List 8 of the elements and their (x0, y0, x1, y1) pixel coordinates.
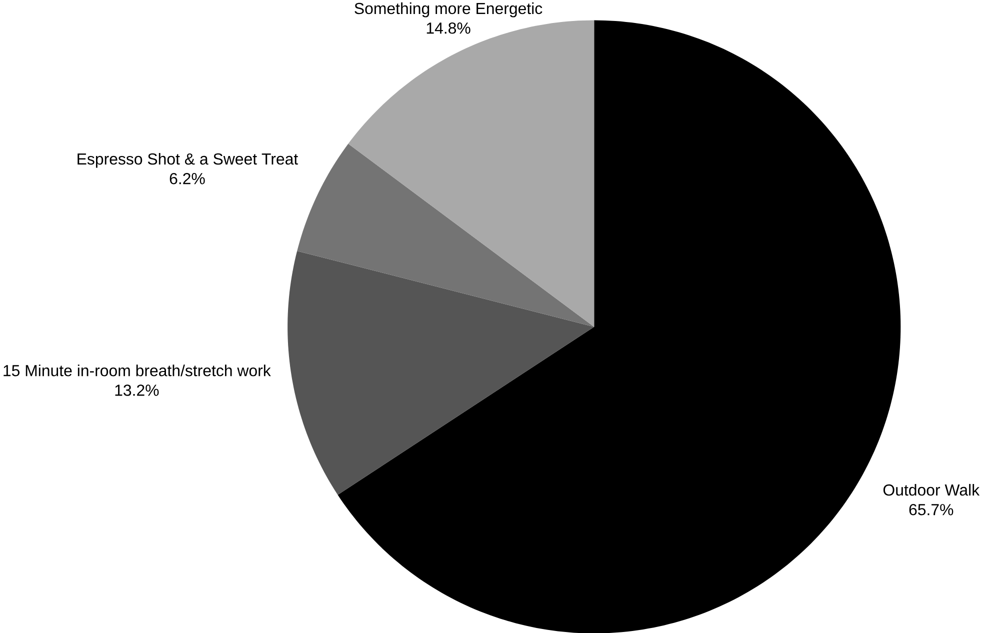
slice-label: Espresso Shot & a Sweet Treat (78, 152, 298, 168)
data-label: 13.2% (115, 384, 159, 396)
slice-label: 15 Minute in-room breath/stretch work (4, 364, 271, 376)
data-label: 65.7% (909, 504, 954, 516)
data-label: 14.8% (426, 22, 470, 34)
slice-label: Outdoor Walk (883, 484, 980, 496)
slice-label: Something more Energetic (354, 2, 542, 18)
data-label: 6.2% (170, 172, 205, 184)
